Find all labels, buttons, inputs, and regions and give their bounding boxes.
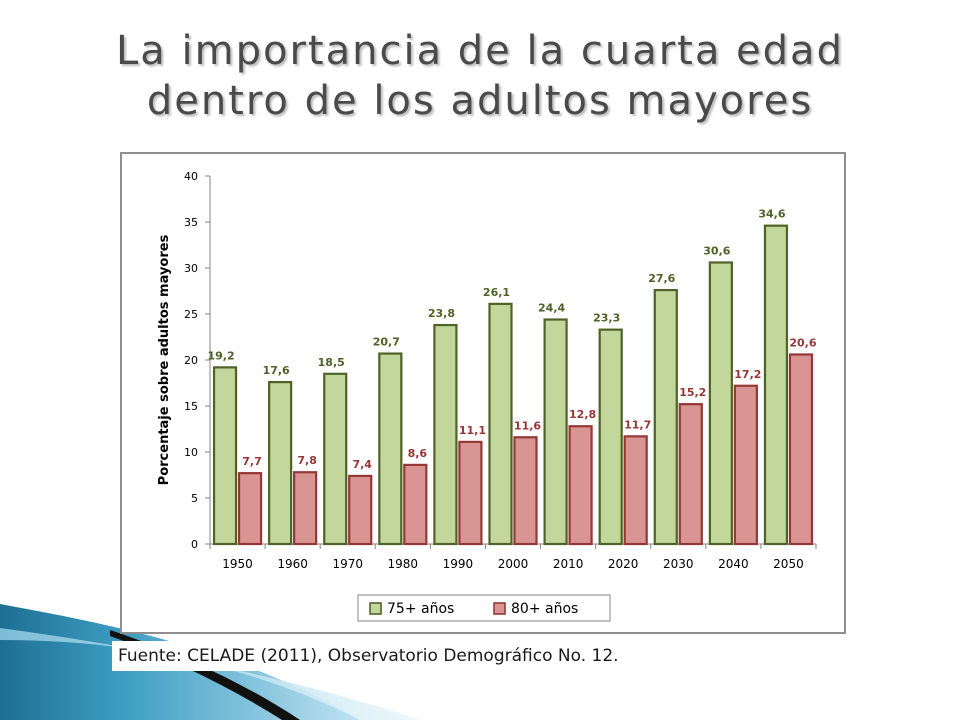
- y-axis-label: Porcentaje sobre adultos mayores: [157, 234, 172, 485]
- x-tick-label: 2030: [663, 557, 694, 571]
- y-tick-label: 10: [184, 446, 198, 459]
- bar-80plus: [788, 353, 814, 546]
- data-label: 19,2: [207, 349, 234, 362]
- data-label: 7,7: [242, 455, 262, 468]
- y-tick-label: 15: [184, 400, 198, 413]
- data-label: 17,2: [734, 368, 761, 381]
- data-label: 23,3: [593, 312, 620, 325]
- data-label: 17,6: [263, 364, 290, 377]
- bar-80plus: [513, 436, 538, 546]
- data-label: 26,1: [483, 286, 510, 299]
- x-tick-label: 1990: [443, 557, 474, 571]
- x-tick-label: 1960: [277, 557, 308, 571]
- data-label: 11,6: [514, 419, 541, 432]
- x-tick-label: 2020: [608, 557, 639, 571]
- bar-75plus: [763, 224, 789, 546]
- chart-frame: 0 5 10 15 20 25 30 35 40 Porcentaje sobre adultos…: [120, 152, 846, 634]
- bar-75plus: [653, 288, 678, 546]
- bar-75plus: [323, 372, 348, 546]
- slide-title: La importancia de la cuarta edad dentro …: [0, 26, 960, 126]
- y-tick-label: 25: [184, 308, 198, 321]
- x-tick-label: 2040: [718, 557, 749, 571]
- data-label: 20,6: [789, 336, 816, 349]
- data-label: 23,8: [428, 307, 455, 320]
- bar-80plus: [348, 474, 373, 546]
- slide-title-line-1: La importancia de la cuarta edad: [116, 28, 844, 74]
- bar-75plus: [212, 366, 238, 546]
- data-label: 11,1: [459, 424, 486, 437]
- bar-75plus: [708, 261, 733, 546]
- data-label: 34,6: [758, 208, 785, 221]
- x-tick-label: 2010: [553, 557, 584, 571]
- y-tick-label: 5: [191, 492, 198, 505]
- bar-75plus: [543, 318, 568, 546]
- x-tick-label: 1950: [222, 557, 253, 571]
- data-label: 12,8: [569, 408, 596, 421]
- data-label: 11,7: [624, 418, 651, 431]
- y-tick-label: 35: [184, 216, 198, 229]
- x-tick-label: 1970: [332, 557, 363, 571]
- y-tick-label: 30: [184, 262, 198, 275]
- data-label: 8,6: [408, 447, 428, 460]
- bar-80plus: [733, 384, 758, 546]
- bar-75plus: [598, 328, 623, 546]
- data-label: 24,4: [538, 302, 565, 315]
- y-tick-label: 0: [191, 538, 198, 551]
- legend-label: 75+ años: [387, 601, 454, 617]
- data-label: 27,6: [648, 272, 675, 285]
- legend-box: [357, 594, 611, 622]
- x-tick-label: 1980: [388, 557, 419, 571]
- data-label: 30,6: [703, 244, 730, 257]
- legend-label: 80+ años: [511, 601, 578, 617]
- bar-80plus: [237, 472, 263, 546]
- source-note: Fuente: CELADE (2011), Observatorio Demo…: [112, 641, 672, 671]
- data-label: 20,7: [373, 336, 400, 349]
- y-tick-label: 20: [184, 354, 198, 367]
- data-label: 15,2: [679, 386, 706, 399]
- bar-80plus: [568, 425, 593, 546]
- bar-75plus: [433, 323, 458, 546]
- bar-80plus: [403, 463, 428, 546]
- bar-80plus: [293, 471, 318, 546]
- x-tick-label: 2000: [498, 557, 529, 571]
- bar-80plus: [458, 440, 483, 546]
- bar-chart: 0 5 10 15 20 25 30 35 40 Porcentaje sobre adultos…: [157, 170, 817, 622]
- bar-75plus: [268, 380, 293, 546]
- legend-swatch: [493, 602, 506, 615]
- x-tick-label: 2050: [773, 557, 804, 571]
- bar-80plus: [678, 403, 703, 546]
- bar-80plus: [623, 435, 648, 546]
- data-label: 7,4: [352, 458, 372, 471]
- bar-75plus: [488, 302, 513, 546]
- slide-title-line-2: dentro de los adultos mayores: [146, 78, 814, 124]
- data-label: 7,8: [297, 454, 317, 467]
- y-tick-label: 40: [184, 170, 198, 183]
- bar-75plus: [378, 352, 403, 546]
- data-label: 18,5: [318, 356, 345, 369]
- legend-swatch: [369, 602, 382, 615]
